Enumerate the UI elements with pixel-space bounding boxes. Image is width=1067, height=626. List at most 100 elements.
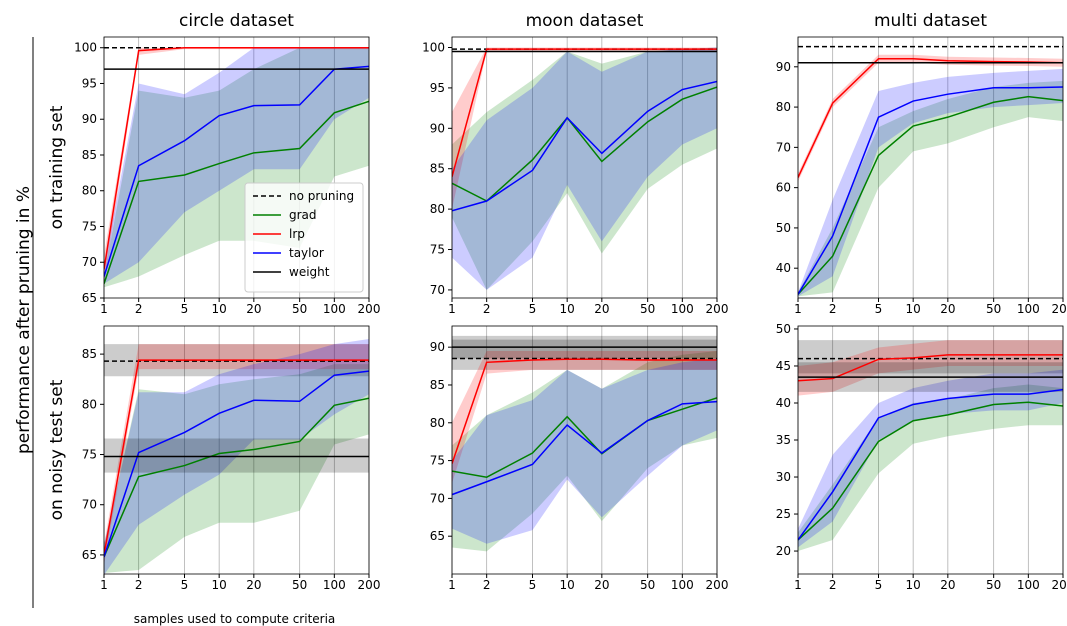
- legend: no pruning grad lrp taylor weight: [244, 182, 364, 293]
- axes-frame: [797, 36, 1064, 299]
- x-tick-label: 20: [940, 578, 955, 592]
- series-line: [452, 400, 717, 496]
- band: [104, 47, 369, 284]
- y-tick-label: 70: [430, 491, 445, 505]
- x-tick-label: 200: [358, 302, 381, 316]
- x-tick-label: 100: [1017, 302, 1040, 316]
- band: [452, 358, 717, 544]
- series-line: [104, 370, 369, 558]
- y-tick-label: 40: [776, 261, 791, 275]
- y-tick-label: 65: [82, 548, 97, 562]
- panel: 1 2 5 10 20 50 100 200 65 70 75 80 85 90: [430, 325, 729, 592]
- y-tick-label: 65: [82, 291, 97, 305]
- panel: 1 2 5 10 20 50 100 200 40 50 60 70 80 90 multi dataset: [776, 11, 1067, 316]
- series-line: [104, 46, 369, 270]
- series-line: [798, 58, 1063, 178]
- y-tick-label: 80: [82, 184, 97, 198]
- band: [452, 47, 717, 210]
- x-tick-label: 50: [986, 578, 1001, 592]
- series-line: [798, 388, 1063, 541]
- x-tick-label: 10: [212, 302, 227, 316]
- panel: 1 2 5 10 20 50 100 200 65 70 75 80 85 90 95 100 circle d…: [47, 11, 380, 316]
- x-tick-label: 1: [100, 302, 108, 316]
- y-tick-label: 85: [82, 148, 97, 162]
- x-tick-label: 5: [181, 578, 189, 592]
- y-tick-label: 90: [430, 340, 445, 354]
- y-tick-label: 70: [776, 140, 791, 154]
- y-tick-label: 95: [430, 81, 445, 95]
- x-tick-label: 5: [529, 578, 537, 592]
- panel-title: multi dataset: [874, 11, 987, 31]
- row-label: on noisy test set: [47, 379, 67, 520]
- x-tick-label: 2: [483, 302, 491, 316]
- x-tick-label: 10: [906, 302, 921, 316]
- x-tick-label: 1: [794, 302, 802, 316]
- x-tick-label: 100: [323, 578, 346, 592]
- x-tick-label: 10: [906, 578, 921, 592]
- y-tick-label: 70: [430, 283, 445, 297]
- legend-label: no pruning: [289, 189, 354, 203]
- x-tick-label: 20: [246, 302, 261, 316]
- x-tick-label: 200: [1052, 578, 1067, 592]
- y-tick-label: 90: [430, 121, 445, 135]
- y-tick-label: 80: [430, 416, 445, 430]
- series-line: [798, 95, 1063, 295]
- y-tick-label: 70: [82, 255, 97, 269]
- axes-frame: [797, 325, 1064, 575]
- y-tick-label: 100: [422, 41, 445, 55]
- figure-ylabel: performance after pruning in %: [14, 186, 34, 454]
- y-tick-label: 85: [430, 162, 445, 176]
- y-tick-label: 65: [430, 529, 445, 543]
- y-tick-label: 70: [82, 498, 97, 512]
- y-tick-label: 50: [776, 221, 791, 235]
- x-tick-label: 200: [706, 302, 729, 316]
- x-tick-label: 5: [529, 302, 537, 316]
- series-line: [798, 401, 1063, 541]
- panel: 1 2 5 10 20 50 100 200 70 75 80 85 90 95 100 moon datas…: [422, 11, 728, 316]
- x-tick-label: 100: [671, 578, 694, 592]
- y-tick-label: 40: [776, 396, 791, 410]
- axes-frame: [103, 325, 370, 575]
- x-tick-label: 200: [358, 578, 381, 592]
- panel-title: circle dataset: [179, 11, 294, 31]
- y-tick-label: 50: [776, 322, 791, 336]
- y-tick-label: 90: [82, 112, 97, 126]
- axes-frame: [451, 36, 718, 299]
- series-line: [452, 397, 717, 479]
- x-tick-label: 50: [640, 302, 655, 316]
- y-tick-label: 100: [74, 41, 97, 55]
- x-tick-label: 200: [706, 578, 729, 592]
- y-tick-label: 85: [82, 347, 97, 361]
- x-tick-label: 200: [1052, 302, 1067, 316]
- y-tick-label: 25: [776, 507, 791, 521]
- x-tick-label: 5: [875, 302, 883, 316]
- band: [798, 340, 1063, 396]
- x-tick-label: 1: [794, 578, 802, 592]
- legend-label: lrp: [289, 227, 305, 241]
- y-tick-label: 75: [430, 243, 445, 257]
- band: [104, 438, 369, 473]
- panel-title: moon dataset: [526, 11, 644, 31]
- x-tick-label: 10: [212, 578, 227, 592]
- plot-area: [798, 340, 1063, 552]
- y-tick-label: 20: [776, 544, 791, 558]
- x-tick-label: 50: [986, 302, 1001, 316]
- x-tick-label: 50: [292, 578, 307, 592]
- series-line: [104, 359, 369, 556]
- series-line: [798, 354, 1063, 382]
- axes-frame: [451, 325, 718, 575]
- x-tick-label: 5: [181, 302, 189, 316]
- band: [452, 47, 717, 290]
- series-line: [452, 48, 717, 177]
- plot-area: [104, 339, 369, 574]
- plot-area: [798, 45, 1063, 297]
- x-tick-label: 1: [100, 578, 108, 592]
- x-tick-label: 10: [560, 302, 575, 316]
- x-tick-label: 20: [594, 302, 609, 316]
- legend-label: weight: [289, 265, 330, 279]
- series-line: [104, 65, 369, 277]
- series-line: [452, 358, 717, 464]
- y-tick-label: 85: [430, 378, 445, 392]
- band: [798, 384, 1063, 552]
